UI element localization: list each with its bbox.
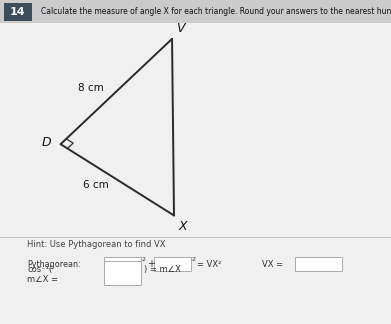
Text: Calculate the measure of angle X for each triangle. Round your answers to the ne: Calculate the measure of angle X for eac… [41, 7, 391, 17]
Text: 2: 2 [192, 257, 196, 261]
Text: X: X [179, 220, 187, 233]
Bar [154, 257, 191, 271]
Text: 8 cm: 8 cm [78, 83, 104, 93]
Text: D: D [41, 136, 51, 149]
Text: V: V [176, 22, 185, 35]
Bar [0, 0, 391, 23]
Text: = VX²: = VX² [197, 260, 221, 269]
Bar [104, 261, 141, 285]
Text: 6 cm: 6 cm [83, 180, 109, 190]
Text: 2: 2 [142, 257, 146, 261]
Text: VX =: VX = [262, 260, 283, 269]
Text: +: + [147, 259, 155, 269]
Text: Hint: Use Pythagorean to find VX: Hint: Use Pythagorean to find VX [27, 240, 166, 249]
Text: Pythagorean:: Pythagorean: [27, 260, 81, 269]
Bar [295, 257, 342, 271]
Bar [104, 257, 141, 271]
Text: 14: 14 [10, 7, 26, 17]
Text: m∠X =: m∠X = [27, 275, 58, 284]
Bar [4, 3, 32, 21]
Text: ) = m∠X: ) = m∠X [144, 265, 181, 274]
Text: cos⁻¹(: cos⁻¹( [27, 265, 52, 274]
